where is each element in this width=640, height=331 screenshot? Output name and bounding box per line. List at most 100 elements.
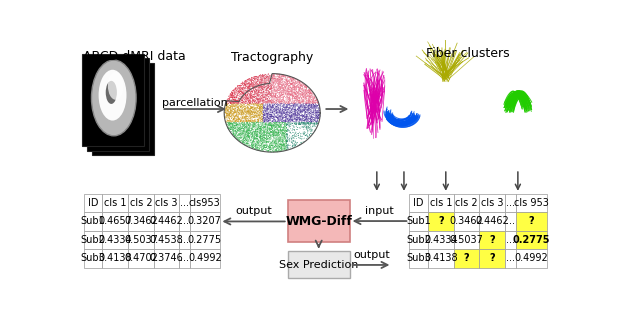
Point <box>227 118 237 124</box>
Point <box>220 102 230 108</box>
Point <box>249 106 259 112</box>
Point <box>262 123 272 128</box>
Point <box>258 86 268 91</box>
Point <box>246 82 257 87</box>
Point <box>228 103 239 108</box>
Point <box>276 82 286 87</box>
Point <box>248 128 258 133</box>
Point <box>264 131 275 136</box>
Point <box>257 108 268 113</box>
Point <box>262 124 272 130</box>
Point <box>291 103 301 108</box>
Point <box>243 93 253 98</box>
Point <box>277 109 287 114</box>
Point <box>269 142 279 147</box>
Point <box>251 122 261 127</box>
Point <box>239 135 249 141</box>
Point <box>264 149 274 154</box>
Point <box>257 93 268 98</box>
Point <box>298 86 308 92</box>
Point <box>271 111 281 116</box>
Point <box>298 100 308 106</box>
Point <box>222 107 232 112</box>
Point <box>243 128 253 133</box>
Point <box>255 126 266 131</box>
Point <box>296 89 306 94</box>
Point <box>282 128 292 134</box>
Point <box>253 101 264 106</box>
Point <box>253 89 264 94</box>
Point <box>257 102 268 107</box>
Point <box>225 121 236 126</box>
Point <box>264 135 275 140</box>
Point <box>267 96 277 101</box>
Point <box>295 85 305 90</box>
Point <box>243 123 253 129</box>
Point <box>262 143 272 149</box>
Point <box>252 91 262 96</box>
Point <box>269 130 280 135</box>
Point <box>273 130 284 135</box>
Point <box>241 118 252 123</box>
Point <box>250 102 260 107</box>
Point <box>248 83 258 89</box>
Point <box>281 140 291 145</box>
Point <box>241 93 251 98</box>
Point <box>276 80 287 85</box>
Point <box>299 120 309 125</box>
Point <box>266 114 276 119</box>
Point <box>227 102 237 108</box>
Point <box>296 96 307 102</box>
Point <box>304 87 314 92</box>
Point <box>258 148 268 153</box>
Point <box>265 98 275 103</box>
Point <box>288 113 298 118</box>
Point <box>238 111 248 117</box>
Point <box>252 78 262 84</box>
Point <box>239 86 250 92</box>
Point <box>307 92 317 98</box>
Point <box>273 86 284 91</box>
Point <box>224 109 234 114</box>
Point <box>284 96 294 102</box>
Point <box>313 121 323 126</box>
Point <box>310 104 321 109</box>
Point <box>248 77 258 83</box>
Point <box>268 123 278 129</box>
Point <box>268 104 278 110</box>
Point <box>296 102 306 108</box>
Point <box>228 127 238 133</box>
Point <box>248 121 259 127</box>
Point <box>271 104 281 110</box>
Point <box>291 117 301 122</box>
Point <box>224 111 234 117</box>
Point <box>282 108 292 114</box>
Point <box>301 91 311 97</box>
Point <box>271 97 281 102</box>
Point <box>295 121 305 127</box>
Point <box>278 99 288 105</box>
Point <box>269 107 280 113</box>
Point <box>243 118 253 123</box>
Point <box>238 109 248 115</box>
Point <box>291 107 301 112</box>
Point <box>239 95 249 100</box>
Point <box>226 125 236 130</box>
Point <box>304 91 314 96</box>
Point <box>266 143 276 148</box>
Point <box>244 106 254 111</box>
Point <box>280 73 290 78</box>
Point <box>264 145 274 151</box>
Point <box>239 127 250 133</box>
Point <box>252 86 262 92</box>
Point <box>241 118 252 123</box>
Point <box>229 110 239 116</box>
Point <box>274 74 284 80</box>
Point <box>250 127 260 132</box>
Point <box>280 81 291 86</box>
Point <box>298 101 308 106</box>
Point <box>243 84 253 90</box>
Point <box>276 118 287 123</box>
Point <box>260 84 271 89</box>
Point <box>275 87 285 92</box>
